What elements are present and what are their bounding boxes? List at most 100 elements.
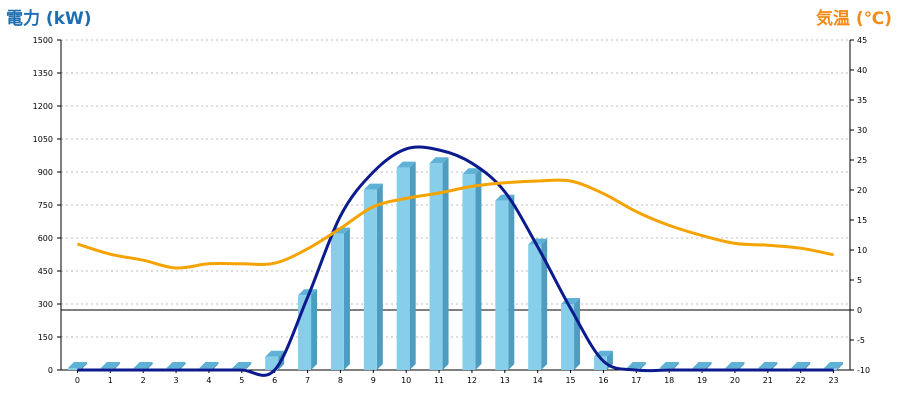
- power-bar: [330, 233, 344, 370]
- right-tick-label: -10: [857, 366, 870, 375]
- left-tick-label: 300: [38, 300, 53, 309]
- x-tick-label: 0: [75, 376, 80, 385]
- x-tick-label: 21: [763, 376, 773, 385]
- x-tick-label: 18: [664, 376, 674, 385]
- left-tick-label: 600: [38, 234, 53, 243]
- right-tick-label: 15: [857, 216, 867, 225]
- bar-side: [738, 362, 745, 370]
- bar-top: [429, 157, 449, 164]
- bar-side: [343, 227, 350, 370]
- bar-top: [758, 362, 778, 368]
- left-tick-label: 0: [48, 366, 53, 375]
- x-tick-label: 13: [500, 376, 510, 385]
- left-tick-label: 450: [38, 267, 53, 276]
- bar-top: [67, 362, 87, 368]
- bar-top: [626, 362, 646, 368]
- left-tick-label: 1200: [33, 102, 53, 111]
- left-tick-label: 1350: [33, 69, 53, 78]
- bar-side: [113, 362, 120, 370]
- bar-side: [771, 362, 778, 370]
- power-bar: [528, 244, 542, 370]
- bar-side: [179, 362, 186, 370]
- x-tick-label: 5: [239, 376, 244, 385]
- right-tick-label: 45: [857, 36, 867, 45]
- right-tick-label: 40: [857, 66, 867, 75]
- bar-top: [692, 362, 712, 368]
- x-tick-label: 7: [305, 376, 310, 385]
- power-bar: [67, 368, 81, 370]
- x-tick-label: 20: [730, 376, 740, 385]
- left-tick-label: 1050: [33, 135, 53, 144]
- x-tick-label: 9: [371, 376, 376, 385]
- right-tick-label: 5: [857, 276, 862, 285]
- power-bar: [429, 163, 443, 370]
- bar-top: [396, 161, 416, 168]
- left-tick-label: 150: [38, 333, 53, 342]
- bar-side: [80, 362, 87, 370]
- bar-top: [265, 350, 285, 357]
- bar-side: [475, 168, 482, 370]
- bar-top: [791, 362, 811, 368]
- bar-top: [199, 362, 219, 368]
- x-tick-label: 10: [401, 376, 411, 385]
- x-tick-label: 19: [697, 376, 707, 385]
- x-tick-label: 17: [631, 376, 641, 385]
- left-tick-label: 750: [38, 201, 53, 210]
- bar-top: [462, 168, 482, 175]
- bar-side: [212, 362, 219, 370]
- x-tick-label: 16: [598, 376, 608, 385]
- power-line: [77, 145, 834, 377]
- x-tick-label: 6: [272, 376, 277, 385]
- bar-top: [298, 289, 318, 296]
- power-bar: [561, 304, 575, 370]
- bar-top: [232, 362, 252, 368]
- temperature-line: [76, 178, 834, 270]
- x-tick-label: 4: [206, 376, 211, 385]
- bar-top: [824, 362, 844, 368]
- x-tick-label: 22: [796, 376, 806, 385]
- bar-side: [376, 183, 383, 370]
- power-bar: [495, 200, 509, 370]
- bar-top: [659, 362, 679, 368]
- bar-side: [409, 161, 416, 370]
- bar-side: [442, 157, 449, 370]
- x-tick-label: 3: [174, 376, 179, 385]
- left-tick-label: 900: [38, 168, 53, 177]
- right-tick-label: 10: [857, 246, 867, 255]
- x-tick-label: 8: [338, 376, 343, 385]
- bar-side: [639, 362, 646, 370]
- power-bar: [265, 356, 279, 370]
- right-axis-title: 気温 (℃): [815, 9, 892, 29]
- right-tick-label: 35: [857, 96, 867, 105]
- x-tick-label: 1: [108, 376, 113, 385]
- bar-top: [100, 362, 120, 368]
- bar-side: [541, 238, 548, 370]
- right-tick-label: -5: [857, 336, 865, 345]
- power-bar: [462, 174, 476, 370]
- right-tick-label: 30: [857, 126, 867, 135]
- right-tick-label: 20: [857, 186, 867, 195]
- bar-side: [672, 362, 679, 370]
- x-tick-label: 11: [434, 376, 444, 385]
- power-bar: [396, 167, 410, 370]
- x-tick-label: 14: [533, 376, 543, 385]
- left-tick-label: 1500: [33, 36, 53, 45]
- bar-side: [311, 289, 318, 370]
- x-tick-label: 23: [828, 376, 838, 385]
- bar-side: [574, 298, 581, 370]
- bar-side: [245, 362, 252, 370]
- bar-side: [837, 362, 844, 370]
- bar-top: [363, 183, 383, 190]
- bar-side: [804, 362, 811, 370]
- bar-side: [146, 362, 153, 370]
- bar-top: [133, 362, 153, 368]
- right-tick-label: 25: [857, 156, 867, 165]
- bar-top: [725, 362, 745, 368]
- right-tick-label: 0: [857, 306, 862, 315]
- bar-top: [166, 362, 186, 368]
- x-tick-label: 12: [467, 376, 477, 385]
- left-axis-title: 電力 (kW): [6, 9, 92, 29]
- bar-side: [705, 362, 712, 370]
